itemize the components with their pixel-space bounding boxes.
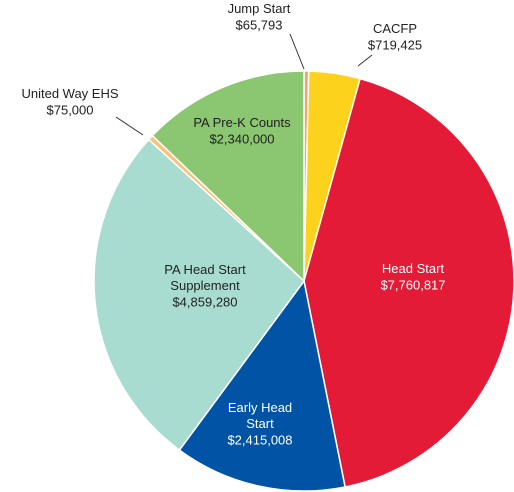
slice-label: CACFP: [373, 21, 417, 36]
pie-slice: [178, 279, 346, 492]
value-label: $7,760,817: [380, 277, 445, 292]
slice-label: Head Start: [382, 261, 445, 276]
label-line: PA Head Start: [164, 262, 246, 277]
label-line: Early Head: [228, 400, 292, 415]
slice-label: PA Pre-K Counts: [193, 115, 291, 130]
pie-slice: [151, 70, 305, 283]
label-line: PA Pre-K Counts: [193, 115, 291, 130]
label-line: United Way EHS: [21, 86, 118, 101]
value-label: $719,425: [368, 37, 422, 52]
value-label: $2,340,000: [209, 131, 274, 146]
pie-slice: [93, 138, 306, 452]
slice-label: PA Head Start Supplement: [164, 262, 246, 293]
leader-line: [357, 54, 373, 67]
label-line: Jump Start: [228, 1, 291, 16]
value-label: $2,415,008: [227, 432, 292, 447]
value-label: $75,000: [47, 102, 94, 117]
slice-label: Jump Start: [228, 1, 291, 16]
slice-label: Early Head Start: [228, 400, 292, 431]
label-line: Head Start: [382, 261, 445, 276]
slice-label: United Way EHS: [21, 86, 118, 101]
label-line: Start: [246, 416, 274, 431]
leader-line: [289, 33, 305, 70]
value-label: $4,859,280: [172, 294, 237, 309]
leader-line: [115, 116, 144, 136]
label-line: CACFP: [373, 21, 417, 36]
value-label: $65,793: [236, 17, 283, 32]
label-line: Supplement: [170, 278, 240, 293]
